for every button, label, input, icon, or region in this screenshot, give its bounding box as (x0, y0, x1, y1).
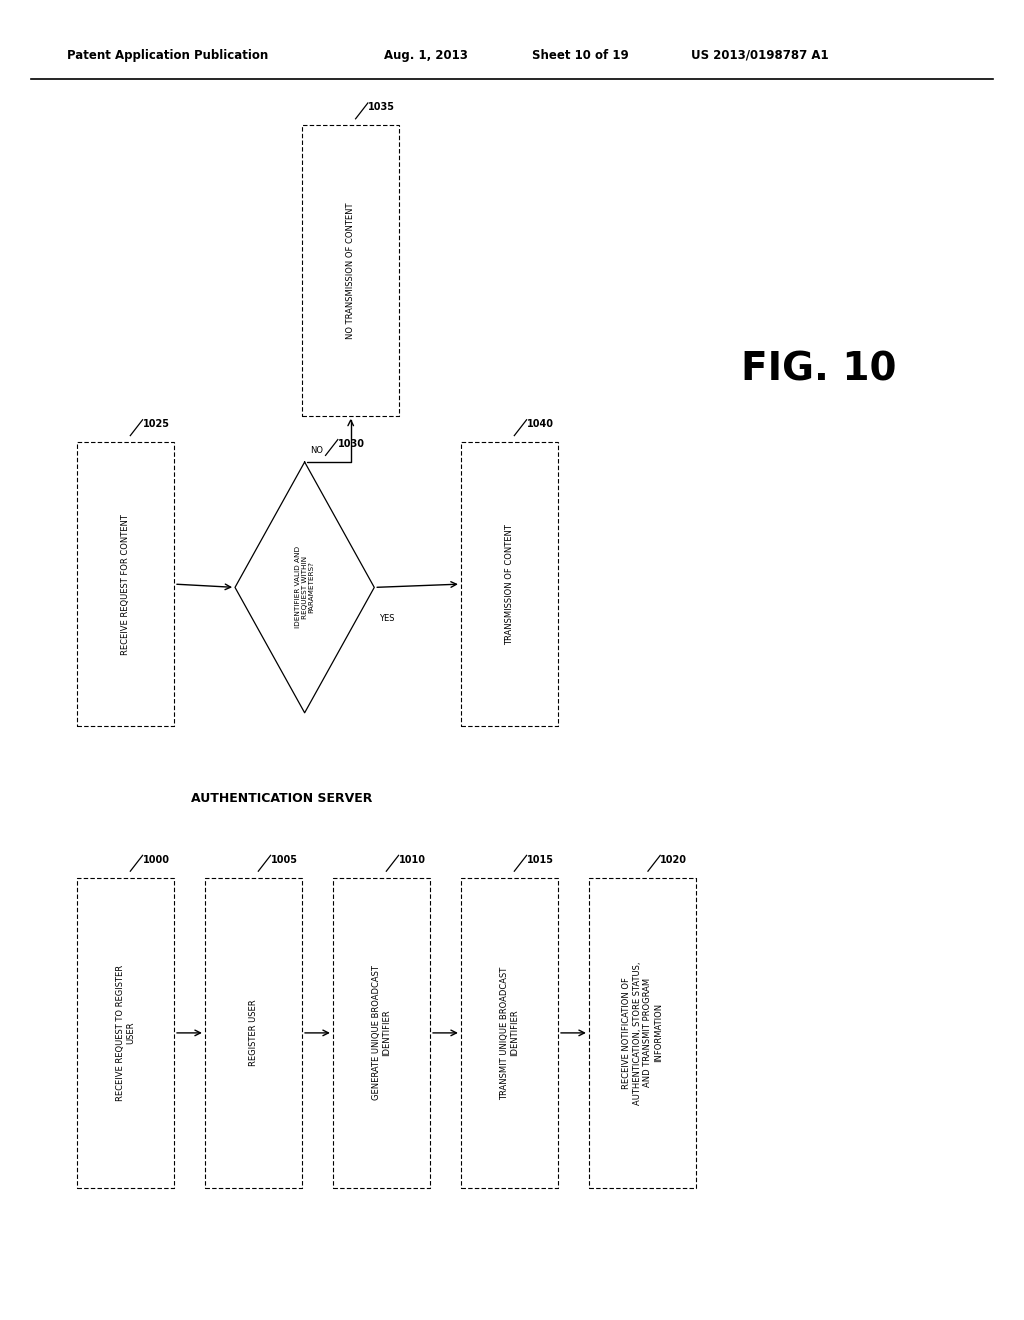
Text: 1015: 1015 (526, 854, 554, 865)
Bar (461, 442, 558, 726)
Text: NO TRANSMISSION OF CONTENT: NO TRANSMISSION OF CONTENT (346, 202, 355, 339)
Text: Patent Application Publication: Patent Application Publication (67, 49, 268, 62)
Bar (333, 878, 430, 1188)
Text: 1040: 1040 (526, 418, 554, 429)
Text: 1030: 1030 (338, 438, 365, 449)
Text: RECEIVE REQUEST TO REGISTER
USER: RECEIVE REQUEST TO REGISTER USER (116, 965, 135, 1101)
Text: 1020: 1020 (660, 854, 687, 865)
Text: Sheet 10 of 19: Sheet 10 of 19 (532, 49, 629, 62)
Text: 1000: 1000 (142, 854, 170, 865)
Text: TRANSMIT UNIQUE BROADCAST
IDENTIFIER: TRANSMIT UNIQUE BROADCAST IDENTIFIER (500, 966, 519, 1100)
Text: IDENTIFIER VALID AND
REQUEST WITHIN
PARAMETERS?: IDENTIFIER VALID AND REQUEST WITHIN PARA… (295, 546, 314, 628)
Text: 1025: 1025 (142, 418, 170, 429)
Bar (77, 442, 174, 726)
Text: RECEIVE REQUEST FOR CONTENT: RECEIVE REQUEST FOR CONTENT (121, 513, 130, 655)
Bar (205, 878, 302, 1188)
Text: YES: YES (379, 614, 395, 623)
Text: GENERATE UNIQUE BROADCAST
IDENTIFIER: GENERATE UNIQUE BROADCAST IDENTIFIER (372, 965, 391, 1101)
Bar (461, 878, 558, 1188)
Text: NO: NO (309, 446, 323, 455)
Text: 1035: 1035 (368, 102, 395, 112)
Text: 1010: 1010 (398, 854, 426, 865)
Text: US 2013/0198787 A1: US 2013/0198787 A1 (691, 49, 828, 62)
Text: FIG. 10: FIG. 10 (741, 351, 897, 388)
Text: 1005: 1005 (270, 854, 298, 865)
Bar (589, 878, 696, 1188)
Bar (302, 125, 399, 416)
Text: AUTHENTICATION SERVER: AUTHENTICATION SERVER (190, 792, 373, 805)
Text: RECEIVE NOTIFICATION OF
AUTHENTICATION, STORE STATUS,
AND TRANSMIT PROGRAM
INFOR: RECEIVE NOTIFICATION OF AUTHENTICATION, … (623, 961, 663, 1105)
Text: Aug. 1, 2013: Aug. 1, 2013 (384, 49, 468, 62)
Bar (77, 878, 174, 1188)
Text: TRANSMISSION OF CONTENT: TRANSMISSION OF CONTENT (505, 524, 514, 644)
Text: REGISTER USER: REGISTER USER (249, 999, 258, 1067)
